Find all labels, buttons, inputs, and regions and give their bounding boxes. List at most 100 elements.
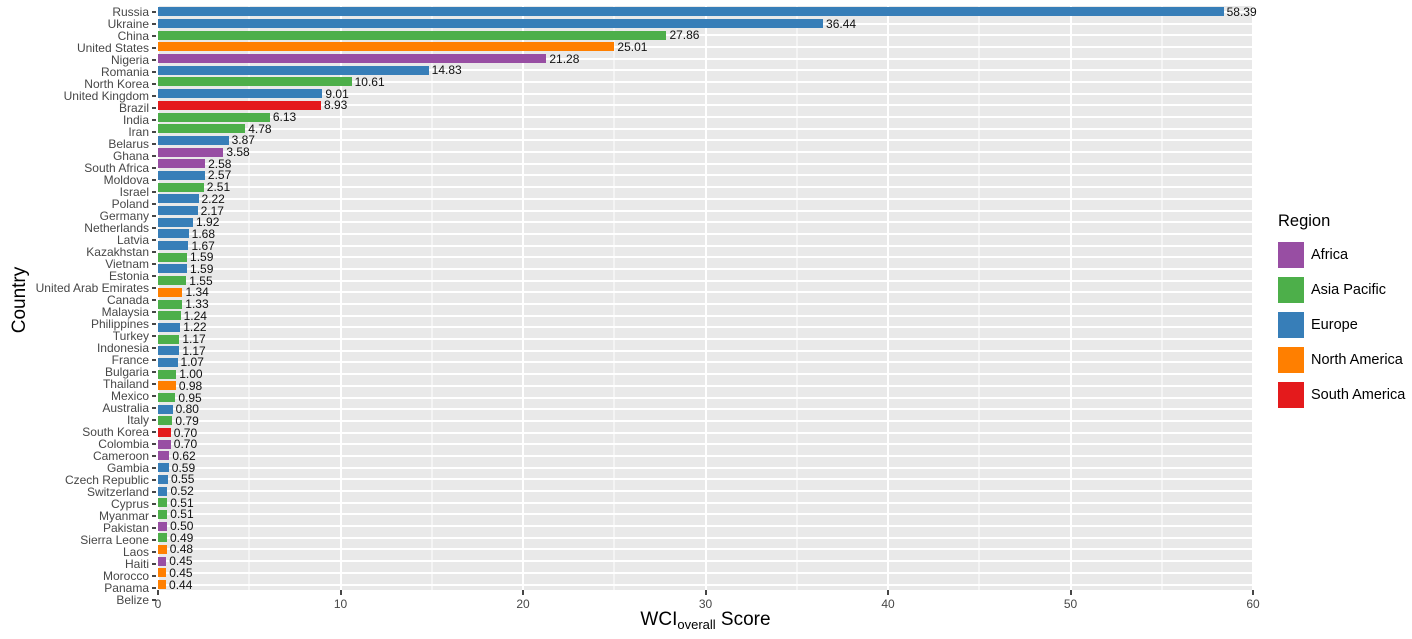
y-axis-label-row: Thailand [0,378,158,390]
bar-value-label: 3.87 [231,133,255,148]
gridline-horizontal [158,466,1253,469]
y-axis-label-row: Cyprus [0,498,158,510]
gridline-horizontal [158,454,1253,457]
bar-row: 2.22 [158,193,1253,205]
y-tick [152,131,156,133]
bar [158,346,180,356]
bar-row: 0.45 [158,567,1253,579]
y-axis-label-row: Pakistan [0,522,158,534]
y-axis-label-row: Czech Republic [0,474,158,486]
bar-value-label: 0.70 [173,425,198,440]
bar-value-label: 0.55 [171,472,195,487]
y-tick [152,503,156,505]
gridline-vertical-major [339,6,342,590]
x-tick [339,590,342,595]
gridline-vertical-minor [1161,6,1163,590]
gridline-horizontal [158,408,1253,411]
bar-row: 1.00 [158,368,1253,380]
y-tick [152,107,156,109]
legend-swatch [1278,382,1304,408]
bar [158,439,171,449]
bar-value-label: 25.01 [617,39,648,54]
bar-row: 2.57 [158,169,1253,181]
bar [158,463,169,473]
y-axis-label: Sierra Leone [80,533,149,547]
bar-row: 0.98 [158,380,1253,392]
y-axis-label-row: Ghana [0,150,158,162]
y-axis-label: Ghana [112,149,149,163]
bar [158,19,824,29]
bar [158,416,173,426]
y-tick [152,203,156,205]
gridline-horizontal [158,57,1253,60]
y-tick [152,575,156,577]
bar [158,206,198,216]
bar-value-label: 0.44 [169,577,193,592]
bar-value-label: 1.17 [182,343,206,358]
y-tick [152,95,156,97]
bar-row: 0.51 [158,508,1253,520]
x-tick-label: 30 [698,597,713,611]
y-tick [152,347,156,349]
gridline-vertical-major [1252,6,1254,590]
y-tick [152,167,156,169]
bar-value-label: 0.48 [169,542,194,557]
bar-value-label: 1.07 [180,355,204,370]
y-axis-label-row: Gambia [0,462,158,474]
bar [158,381,176,391]
gridline-horizontal [158,384,1253,387]
x-tick [1069,590,1072,595]
bar-row: 0.45 [158,555,1253,567]
x-axis-title-main: WCI [640,609,678,630]
gridline-horizontal [158,69,1253,72]
y-tick [152,83,156,85]
y-axis-label-row: Morocco [0,570,158,582]
bar [158,229,189,239]
bar [158,287,183,297]
y-tick [152,47,156,49]
bar-row: 1.67 [158,240,1253,252]
legend-label: South America [1311,387,1406,403]
y-axis-label: Laos [122,545,149,559]
y-tick [152,35,156,37]
bar [158,159,206,169]
gridline-vertical-minor [796,6,798,590]
gridline-horizontal [158,571,1253,574]
bar-value-label: 0.95 [178,390,202,405]
y-axis-label-row: Ukraine [0,18,158,30]
y-axis-label: South Africa [84,161,149,175]
y-axis-label: Estonia [108,269,149,283]
y-tick [152,191,156,193]
gridline-horizontal [158,326,1253,329]
y-axis-label-row: Iran [0,126,158,138]
legend-item: Asia Pacific [1278,277,1412,303]
gridline-horizontal [158,303,1253,306]
x-tick [1252,590,1254,595]
bar [158,182,204,192]
y-axis-label-row: Mexico [0,390,158,402]
y-axis-label: North Korea [84,77,149,91]
y-axis-label: Australia [102,401,149,415]
y-axis-label-row: Netherlands [0,222,158,234]
y-tick [152,383,156,385]
y-axis-label: United Arab Emirates [35,281,149,295]
y-axis-label: Colombia [98,437,149,451]
bar-row: 1.34 [158,286,1253,298]
gridline-vertical-major [522,6,524,590]
legend-label: Asia Pacific [1311,282,1386,298]
y-tick [152,479,156,481]
bar-value-label: 1.92 [196,215,220,230]
y-axis-label: Netherlands [84,221,149,235]
gridline-horizontal [158,361,1253,364]
y-tick [152,359,156,361]
y-axis-label-row: North Korea [0,78,158,90]
gridline-horizontal [158,256,1253,259]
gridline-horizontal [158,197,1253,200]
gridline-horizontal [158,291,1253,294]
legend-label: Europe [1311,317,1358,333]
y-tick [152,227,156,229]
bar-row: 3.58 [158,146,1253,158]
gridline-horizontal [158,151,1253,154]
gridline-horizontal [158,232,1253,235]
bar-row: 8.93 [158,99,1253,111]
